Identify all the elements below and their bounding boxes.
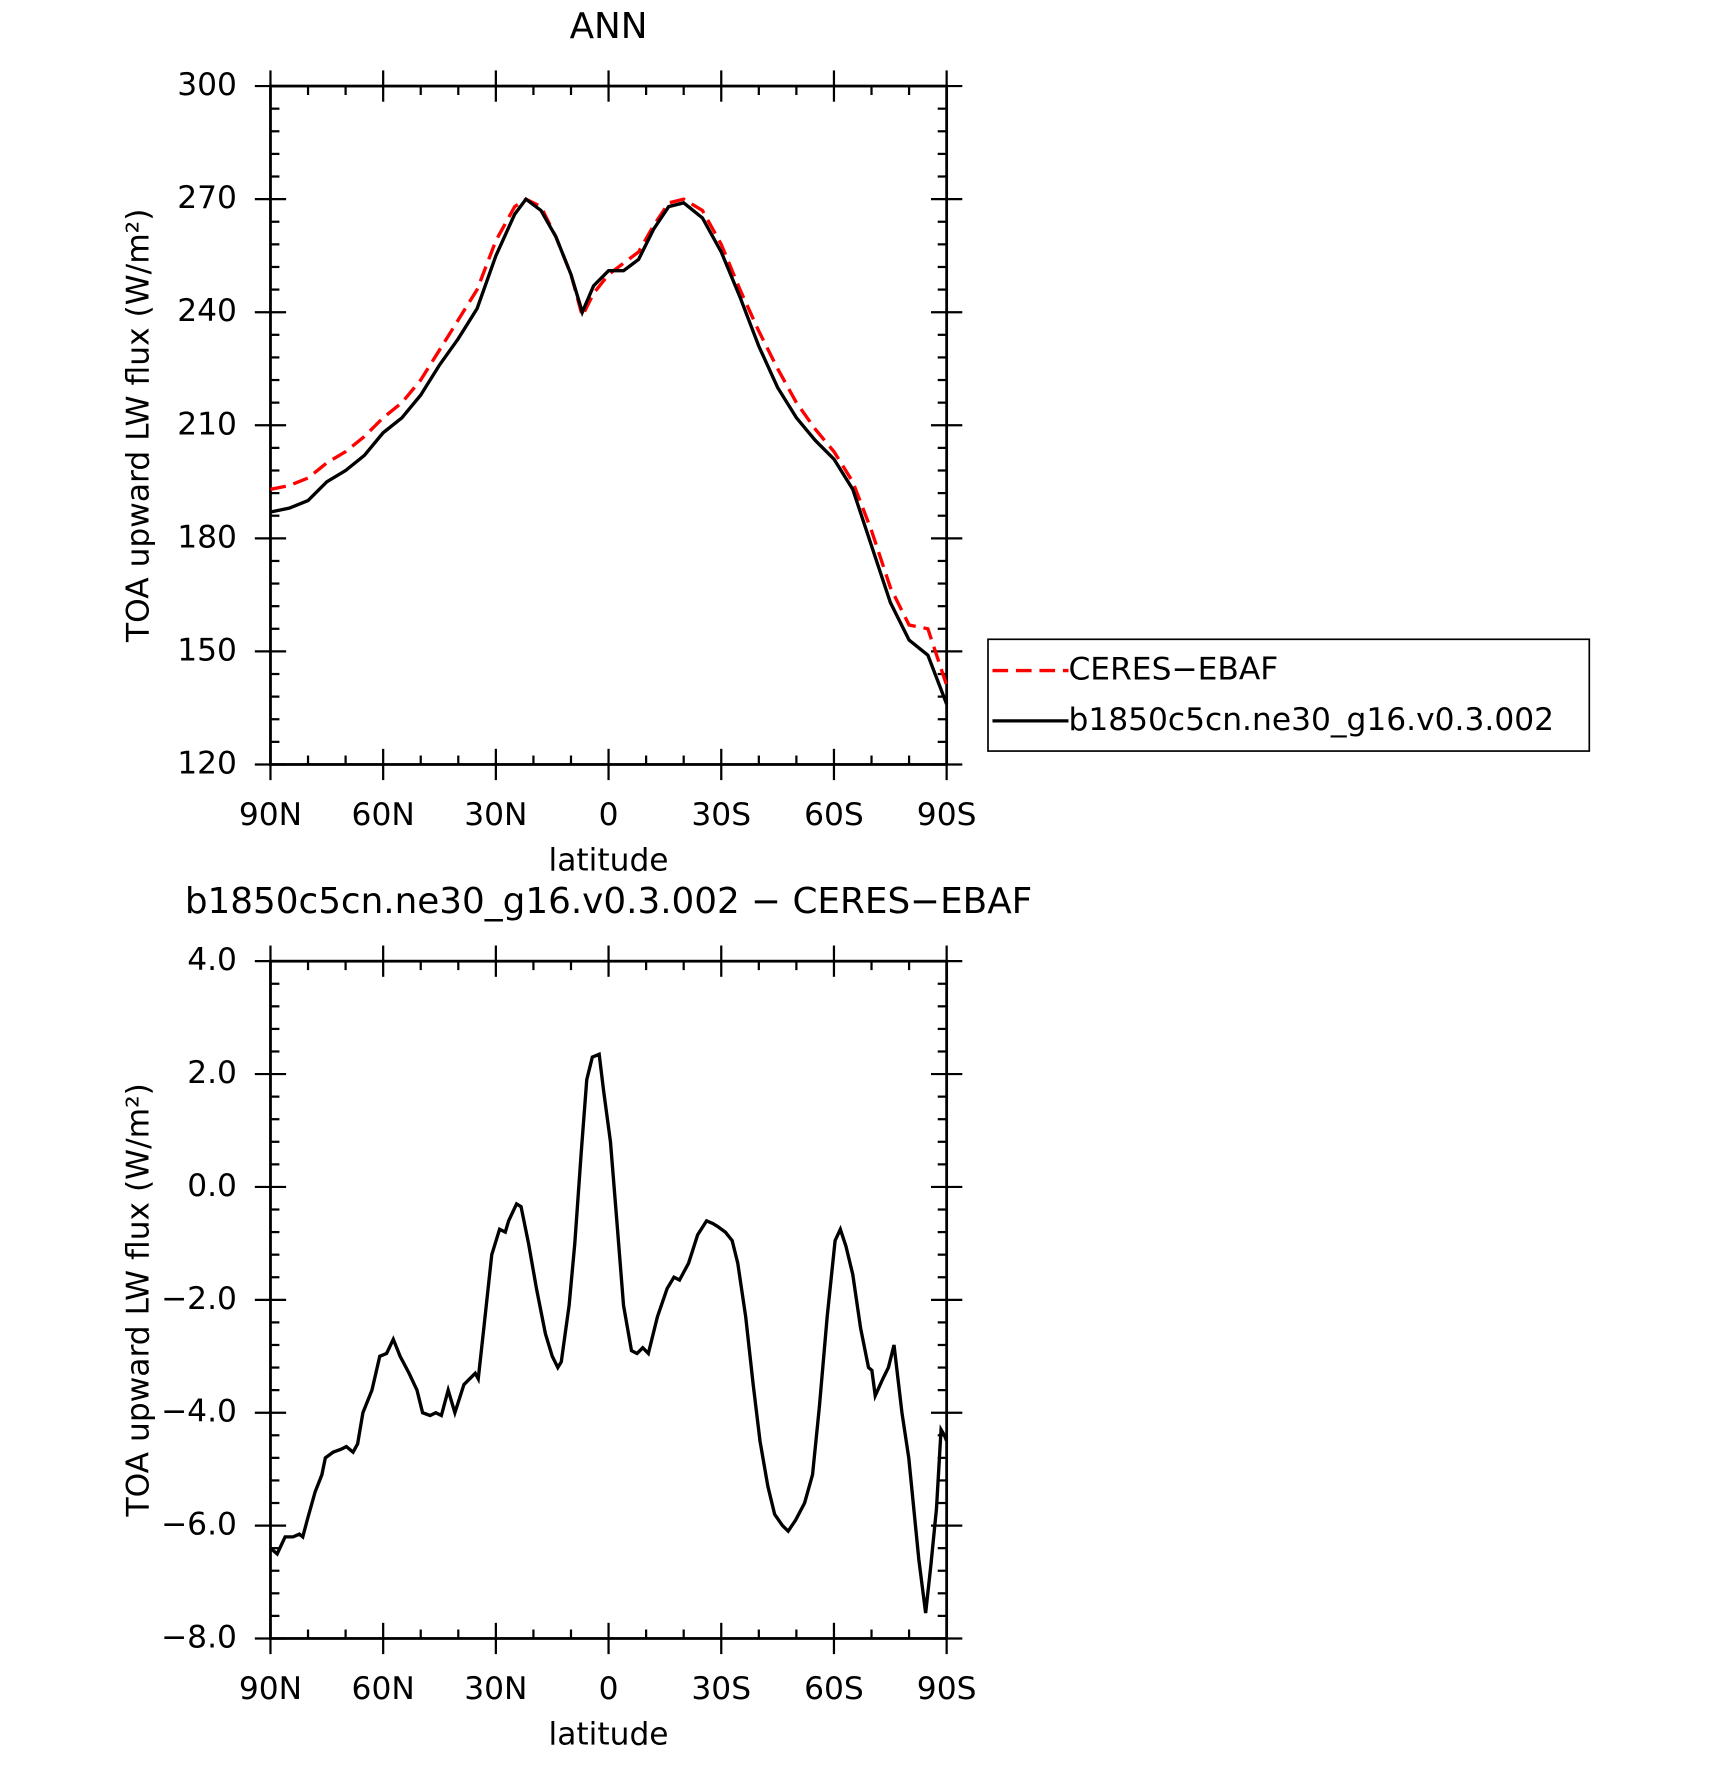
x-tick-label: 30N <box>464 797 527 833</box>
y-tick-label: 210 <box>177 406 237 442</box>
legend-box <box>987 638 1591 752</box>
y-tick-label: −4.0 <box>161 1394 237 1430</box>
y-tick-label: 2.0 <box>187 1055 237 1091</box>
y-tick-label: 120 <box>177 745 237 781</box>
x-tick-label: 90S <box>917 1671 977 1707</box>
y-tick-label: 180 <box>177 519 237 555</box>
x-tick-label: 0 <box>599 1671 619 1707</box>
chart-title: ANN <box>570 6 648 47</box>
y-tick-label: 240 <box>177 293 237 329</box>
x-tick-label: 60N <box>352 797 415 833</box>
y-axis-label: TOA upward LW flux (W/m²) <box>121 209 157 643</box>
y-axis-label: TOA upward LW flux (W/m²) <box>121 1083 157 1517</box>
x-tick-label: 90S <box>917 797 977 833</box>
y-tick-label: 4.0 <box>187 942 237 978</box>
x-tick-label: 90N <box>239 1671 302 1707</box>
data-line <box>270 197 949 686</box>
x-tick-label: 60S <box>804 797 864 833</box>
y-tick-label: 300 <box>177 67 237 103</box>
chart-title: b1850c5cn.ne30_g16.v0.3.002 − CERES−EBAF <box>185 881 1032 922</box>
legend-label: CERES−EBAF <box>1068 652 1278 688</box>
x-tick-label: 60N <box>352 1671 415 1707</box>
y-tick-label: −8.0 <box>161 1619 237 1655</box>
legend-label: b1850c5cn.ne30_g16.v0.3.002 <box>1068 702 1554 738</box>
plot-frame <box>269 84 949 766</box>
y-tick-label: 150 <box>177 632 237 668</box>
y-tick-label: 270 <box>177 180 237 216</box>
x-tick-label: 60S <box>804 1671 864 1707</box>
y-tick-label: 0.0 <box>187 1168 237 1204</box>
x-axis-label: latitude <box>549 1717 669 1753</box>
plot-frame <box>269 959 949 1640</box>
y-tick-label: −2.0 <box>161 1281 237 1317</box>
data-line <box>270 196 949 705</box>
data-line <box>269 1051 949 1614</box>
x-tick-label: 30S <box>691 1671 751 1707</box>
x-tick-label: 30N <box>464 1671 527 1707</box>
x-tick-label: 90N <box>239 797 302 833</box>
x-axis-label: latitude <box>549 843 669 879</box>
y-tick-label: −6.0 <box>161 1507 237 1543</box>
x-tick-label: 30S <box>691 797 751 833</box>
x-tick-label: 0 <box>599 797 619 833</box>
